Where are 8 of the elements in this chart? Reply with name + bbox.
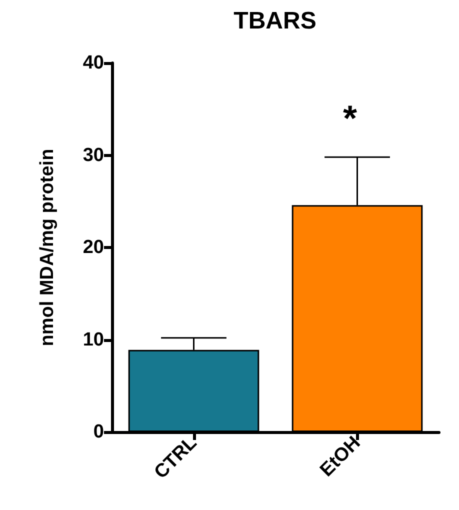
y-tick-label: 10 [82,329,104,350]
chart-title: TBARS [234,8,316,34]
annotation: * [343,98,358,138]
y-tick-label: 40 [82,52,104,74]
y-tick-label: 0 [93,422,104,442]
y-tick-label: 30 [82,144,104,166]
y-tick-label: 20 [82,237,104,258]
y-axis-title: nmol MDA/mg protein [37,148,58,346]
